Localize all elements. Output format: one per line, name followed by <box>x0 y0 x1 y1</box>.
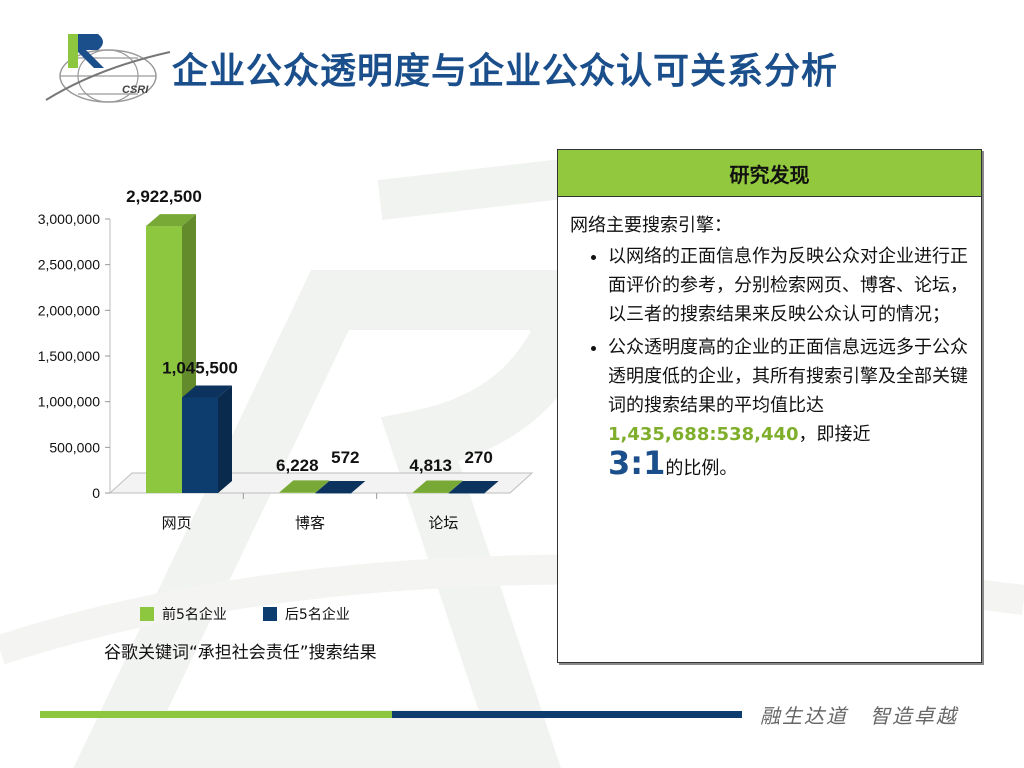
footer-slogan: 融生达道 智造卓越 <box>760 704 958 728</box>
bar-data-label: 270 <box>464 448 492 467</box>
bar-data-label: 6,228 <box>276 456 319 475</box>
findings-panel: 研究发现 网络主要搜索引擎： 以网络的正面信息作为反映公众对企业进行正面评价的参… <box>557 149 982 663</box>
finding-2-ratio: 3:1 <box>608 444 666 482</box>
bar-side <box>448 480 463 493</box>
panel-intro: 网络主要搜索引擎： <box>570 215 732 236</box>
logo-text: CSRI <box>122 84 149 96</box>
bar-side <box>484 480 499 493</box>
bar-top <box>448 480 499 493</box>
legend-swatch-blue <box>262 607 277 621</box>
legend-label-bottom5: 后5名企业 <box>284 607 350 623</box>
bar-front <box>448 492 485 494</box>
panel-body: 网络主要搜索引擎： 以网络的正面信息作为反映公众对企业进行正面评价的参考，分别检… <box>558 197 981 483</box>
legend-swatch-green <box>140 607 154 621</box>
bar-data-label: 1,045,500 <box>162 359 238 378</box>
bar-top <box>146 214 196 227</box>
y-tick-label: 3,000,000 <box>38 211 100 227</box>
bar-top <box>412 480 463 493</box>
csri-logo <box>45 34 171 103</box>
bar-side <box>218 385 232 493</box>
finding-item-2: 公众透明度高的企业的正面信息远远多于公众透明度低的企业，其所有搜索引擎及全部关键… <box>608 333 969 483</box>
panel-title: 研究发现 <box>558 150 981 197</box>
x-tick-label: 博客 <box>295 514 325 532</box>
y-tick-label: 2,000,000 <box>38 302 100 318</box>
bar-top <box>182 385 232 398</box>
y-tick-label: 1,500,000 <box>38 348 100 364</box>
legend-label-top5: 前5名企业 <box>162 607 227 623</box>
legend-item-bottom5: 后5名企业 <box>262 604 350 624</box>
finding-2-text: 公众透明度高的企业的正面信息远远多于公众透明度低的企业，其所有搜索引擎及全部关键… <box>608 337 968 416</box>
finding-2-suffix: ，即接近 <box>798 424 871 445</box>
bar-front <box>182 397 218 493</box>
page-title: 企业公众透明度与企业公众认可关系分析 <box>172 51 839 92</box>
bar-chart: 0 500,000 1,000,000 1,500,000 2,000,000 2,500… <box>38 187 534 532</box>
findings-list: 以网络的正面信息作为反映公众对企业进行正面评价的参考，分别检索网页、博客、论坛，… <box>570 242 969 483</box>
bar-front <box>146 226 182 493</box>
bar-top <box>315 480 366 493</box>
footer-bar-green <box>40 711 392 718</box>
y-tick-label: 2,500,000 <box>38 257 100 273</box>
bar-top <box>279 480 330 493</box>
bar-front <box>279 492 316 493</box>
legend-item-top5: 前5名企业 <box>140 604 227 624</box>
bar-data-label: 572 <box>331 448 359 467</box>
chart-legend: 前5名企业 后5名企业 <box>140 604 350 624</box>
chart-caption: 谷歌关键词“承担社会责任”搜索结果 <box>104 643 377 663</box>
bar-side <box>351 480 366 493</box>
finding-2-end: 的比例。 <box>665 458 738 479</box>
y-tick-label: 1,000,000 <box>38 394 100 410</box>
finding-2-value: 1,435,688:538,440 <box>608 424 799 445</box>
y-tick-label: 0 <box>92 485 100 501</box>
footer-bar-blue <box>392 711 742 718</box>
y-tick-label: 500,000 <box>49 439 100 455</box>
finding-item-1: 以网络的正面信息作为反映公众对企业进行正面评价的参考，分别检索网页、博客、论坛，… <box>608 242 969 329</box>
bar-data-label: 2,922,500 <box>126 187 202 206</box>
bar-front <box>315 492 352 494</box>
bar-data-label: 4,813 <box>409 456 452 475</box>
x-tick-label: 论坛 <box>428 514 458 532</box>
x-tick-label: 网页 <box>162 514 192 532</box>
bar-side <box>315 480 330 493</box>
bar-front <box>412 492 449 494</box>
